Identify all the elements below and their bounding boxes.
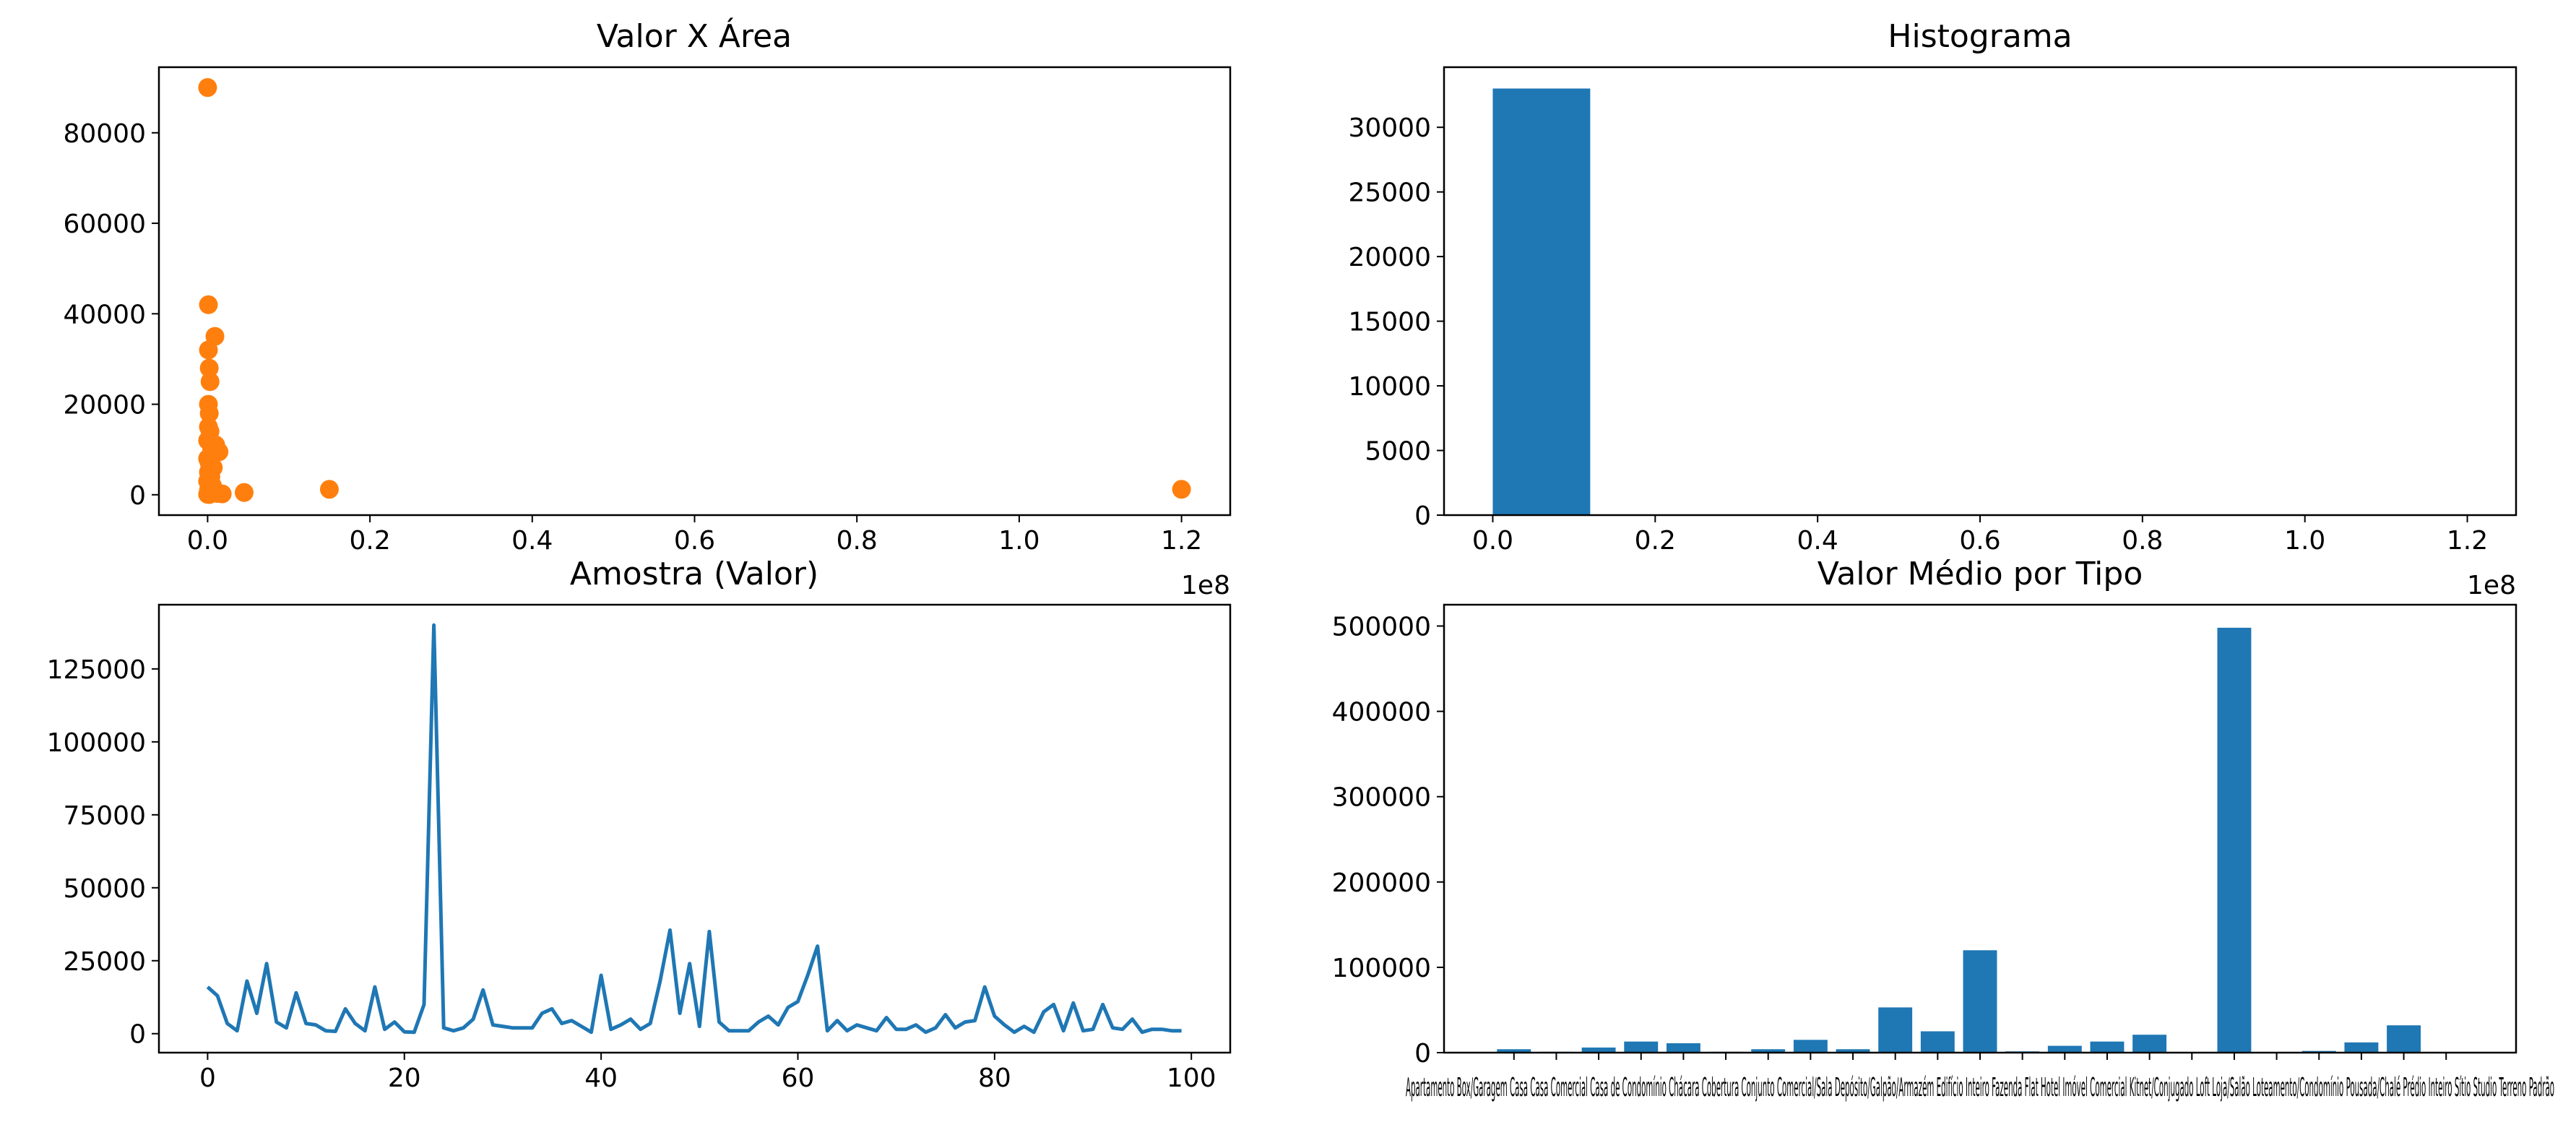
category-bar	[1836, 1049, 1870, 1053]
category-bar	[1624, 1041, 1659, 1053]
scatter-title: Valor X Área	[597, 17, 792, 55]
x-tick-label: 60	[782, 1063, 815, 1093]
category-bar	[2090, 1041, 2125, 1053]
y-tick-label: 50000	[63, 874, 146, 904]
histogram-bars	[1492, 88, 2468, 516]
scatter-point	[234, 483, 254, 502]
scatter-point	[319, 480, 339, 499]
scatter-point	[212, 484, 232, 504]
y-tick-label: 30000	[1348, 113, 1431, 143]
scatter-point	[199, 358, 219, 378]
scatter-point	[199, 295, 218, 314]
x-tick-label: 40	[584, 1063, 618, 1093]
category-bar	[1666, 1043, 1700, 1053]
scatter-point	[200, 372, 220, 392]
y-tick-label: 20000	[63, 391, 146, 420]
category-bar	[2217, 627, 2252, 1053]
histogram-title: Histograma	[1888, 18, 2072, 55]
histogram-bar	[1492, 88, 1591, 516]
x-tick-label: 0.8	[837, 526, 878, 556]
y-tick-label: 100000	[1332, 954, 1431, 983]
x-tick-label: 20	[388, 1063, 421, 1093]
y-tick-label: 0	[1414, 1039, 1431, 1069]
category-bars	[1497, 627, 2463, 1053]
x-tick-label: 0.4	[1797, 526, 1838, 556]
scatter-point	[199, 340, 218, 360]
y-tick-label: 40000	[63, 300, 146, 329]
x-tick-label: 1.0	[998, 526, 1040, 556]
scatter-point	[1172, 480, 1191, 499]
x-tick-label: 100	[1167, 1063, 1216, 1093]
y-tick-label: 20000	[1348, 243, 1431, 272]
category-axes-frame	[1443, 603, 2517, 1054]
x-tick-label: 0.0	[1472, 526, 1513, 556]
line-ticks: 0 20 40 60 80 100 0 25000 50000 75000 100000 125000	[47, 655, 1216, 1093]
x-tick-label: 0.2	[349, 526, 390, 556]
category-bar	[1581, 1047, 1616, 1053]
y-tick-label: 60000	[63, 210, 146, 239]
y-tick-label: 400000	[1332, 698, 1431, 728]
y-tick-label: 125000	[47, 655, 146, 685]
line-axes-frame	[157, 603, 1232, 1054]
x-tick-label: 1.0	[2284, 526, 2325, 556]
category-bar	[1920, 1031, 1955, 1053]
y-tick-label: 0	[129, 1020, 146, 1050]
x-tick-label: 0.0	[187, 526, 228, 556]
y-tick-label: 15000	[1348, 308, 1431, 337]
category-bar	[1497, 1049, 1531, 1053]
category-bar	[2344, 1042, 2379, 1053]
scatter-point	[198, 78, 217, 98]
scatter-axes-frame	[157, 66, 1232, 517]
category-bar	[2132, 1035, 2167, 1053]
x-tick-label: 1.2	[2447, 526, 2488, 556]
x-tick-label: 0.8	[2122, 526, 2163, 556]
category-label-line: Apartamento Box/Garagem Casa Casa Comerc…	[1406, 1073, 2554, 1102]
line-series	[206, 623, 1182, 1035]
y-tick-label: 200000	[1332, 868, 1431, 898]
line-series-path	[206, 623, 1182, 1035]
y-tick-label: 80000	[63, 119, 146, 149]
y-tick-label: 25000	[63, 947, 146, 977]
category-title: Valor Médio por Tipo	[1818, 556, 2143, 592]
category-bar	[1751, 1049, 1786, 1053]
x-tick-label: 0.4	[511, 526, 553, 556]
category-bar	[2047, 1045, 2082, 1053]
histogram-chart: 0.0 0.2 0.4 0.6 0.8 1.0 1.2 0 5000 10000 15000 2000…	[1348, 18, 2517, 600]
y-tick-label: 0	[1414, 501, 1431, 531]
x-tick-label: 1.2	[1161, 526, 1202, 556]
y-tick-label: 500000	[1332, 613, 1431, 642]
x-tick-label: 0	[199, 1063, 216, 1093]
histogram-ticks: 0.0 0.2 0.4 0.6 0.8 1.0 1.2 0 5000 10000 15000 2000…	[1348, 113, 2488, 556]
category-bar	[2387, 1025, 2421, 1053]
scatter-ticks: 0.0 0.2 0.4 0.6 0.8 1.0 1.2 0 20000 40000 60000 800…	[63, 119, 1202, 556]
category-bar	[1793, 1040, 1828, 1053]
y-tick-label: 75000	[63, 801, 146, 831]
y-tick-label: 100000	[47, 728, 146, 758]
scatter-point	[199, 404, 219, 423]
x-tick-label: 0.2	[1635, 526, 1676, 556]
y-tick-label: 25000	[1348, 178, 1431, 208]
scatter-x-multiplier: 1e8	[1181, 571, 1230, 600]
y-tick-label: 5000	[1365, 437, 1431, 467]
x-tick-label: 0.6	[1959, 526, 2000, 556]
category-bar	[1878, 1007, 1913, 1053]
line-chart: 0 20 40 60 80 100 0 25000 50000 75000 100000 125000…	[47, 556, 1232, 1093]
x-tick-label: 0.6	[674, 526, 715, 556]
y-tick-label: 0	[129, 481, 146, 511]
scatter-chart: 0.0 0.2 0.4 0.6 0.8 1.0 1.2 0 20000 40000 60000 800…	[63, 17, 1232, 600]
line-title: Amostra (Valor)	[570, 556, 818, 592]
category-bar-chart: 0 100000 200000 300000 400000 500000 Valor Mé…	[1332, 556, 2554, 1102]
histogram-x-multiplier: 1e8	[2467, 571, 2516, 600]
category-ticks: 0 100000 200000 300000 400000 500000	[1332, 613, 2447, 1069]
y-tick-label: 10000	[1348, 372, 1431, 402]
scatter-points	[198, 78, 1191, 504]
x-tick-label: 80	[978, 1063, 1011, 1093]
category-bar	[1963, 950, 1997, 1053]
y-tick-label: 300000	[1332, 783, 1431, 813]
histogram-axes-frame	[1443, 66, 2517, 517]
